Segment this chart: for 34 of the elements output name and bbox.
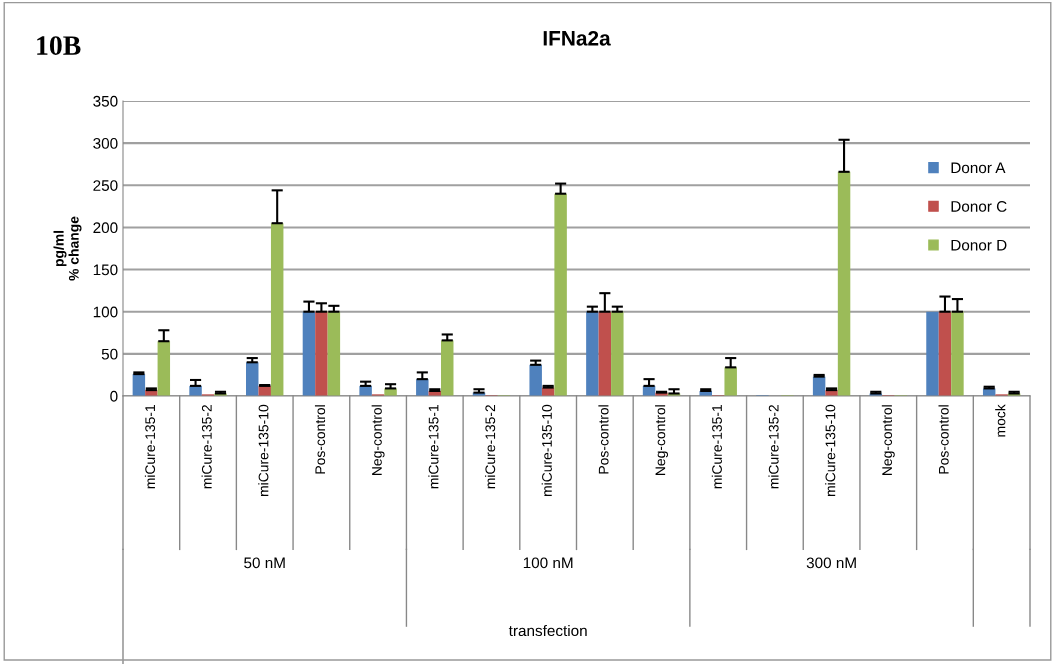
x-tick-label: miCure-135-10 bbox=[258, 404, 269, 497]
x-tick-label: Pos-control bbox=[314, 405, 326, 474]
y-tick-label: 300 bbox=[93, 138, 118, 149]
x-tick-label: Pos-control bbox=[598, 405, 609, 474]
y-tick-label: 200 bbox=[93, 222, 118, 234]
x-tick-label: Neg-control bbox=[655, 405, 668, 475]
x-tick-label: miCure-135-1 bbox=[144, 405, 156, 489]
text: transfection bbox=[508, 624, 587, 637]
y-tick-label: 0 bbox=[110, 390, 118, 402]
y-axis-title: pg/ml % change bbox=[53, 216, 82, 281]
x-tick-label: Neg-control bbox=[881, 405, 895, 475]
x-tick-label: miCure-135-1 bbox=[711, 405, 722, 489]
x-tick-label: miCure-135-10 bbox=[541, 404, 552, 497]
legend-label: Donor C bbox=[951, 201, 1007, 212]
text: 300 nM bbox=[806, 557, 856, 569]
x-tick-label: Neg-control bbox=[371, 405, 385, 475]
y-tick-label: 150 bbox=[93, 264, 118, 276]
text: 100 nM bbox=[523, 557, 573, 569]
legend-label: Donor D bbox=[951, 239, 1007, 251]
y-tick-label: 350 bbox=[93, 95, 118, 107]
legend-label: Donor A bbox=[951, 162, 1006, 174]
x-tick-label: miCure-135-2 bbox=[768, 405, 779, 489]
x-tick-label: miCure-135-1 bbox=[428, 405, 439, 489]
y-tick-label: 100 bbox=[93, 306, 118, 318]
x-tick-label: miCure-135-10 bbox=[825, 404, 836, 497]
x-tick-label: miCure-135-2 bbox=[485, 405, 496, 489]
x-tick-label: mock bbox=[995, 404, 1006, 437]
chart-subtitle: 10B bbox=[37, 36, 81, 55]
chart-title: IFNa2a bbox=[543, 30, 611, 46]
y-tick-label: 250 bbox=[93, 180, 118, 191]
x-tick-label: Pos-control bbox=[938, 405, 949, 474]
y-tick-label: 50 bbox=[101, 348, 118, 360]
x-tick-label: miCure-135-2 bbox=[201, 405, 212, 489]
text: 50 nM bbox=[244, 557, 285, 569]
